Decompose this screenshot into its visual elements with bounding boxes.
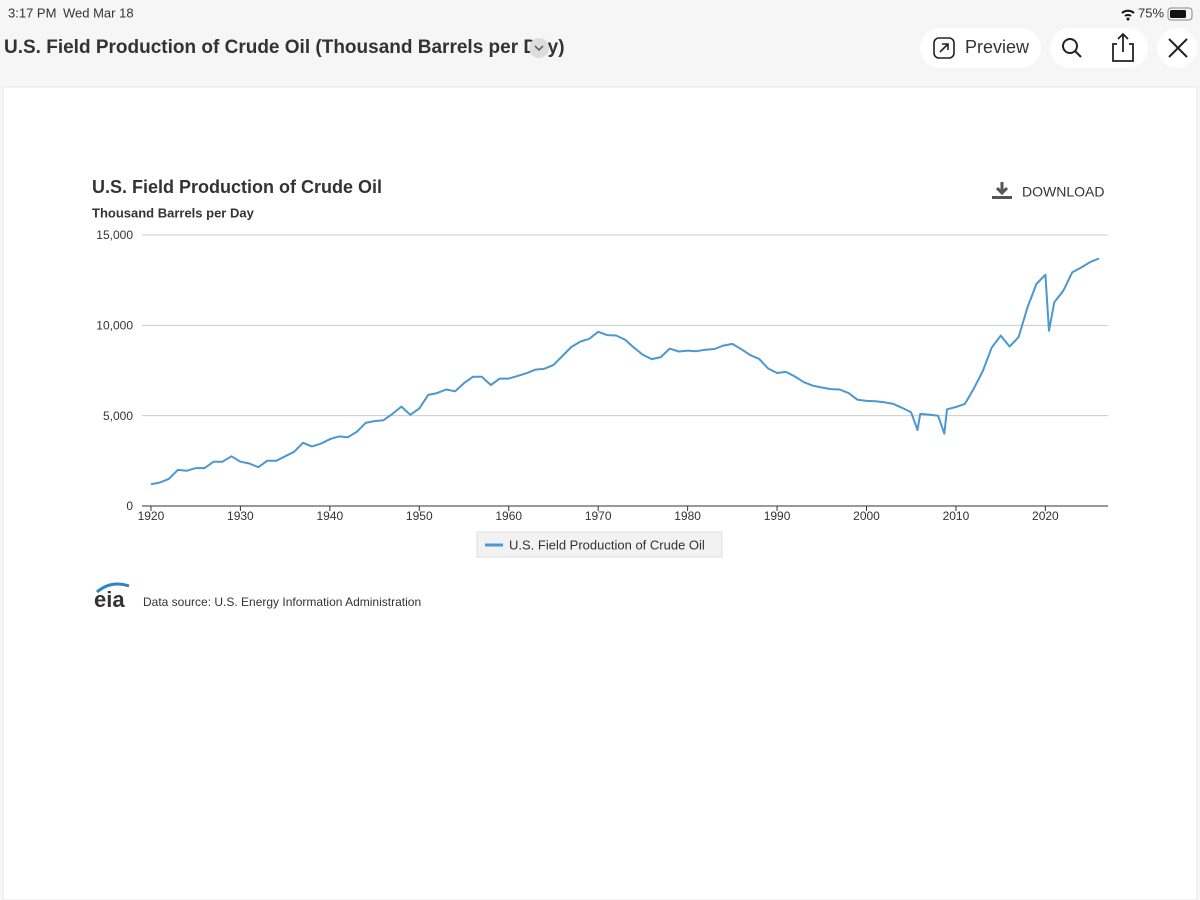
legend[interactable]: U.S. Field Production of Crude Oil: [476, 531, 723, 558]
search-handle: [1074, 50, 1082, 58]
toolbar-actions[interactable]: [1050, 28, 1197, 68]
chart-title: U.S. Field Production of Crude Oil: [92, 177, 382, 197]
content-page: [2, 86, 1198, 900]
x-tick-label: 2020: [1032, 509, 1059, 523]
data-line: [150, 257, 1100, 486]
x-tick-label: 1940: [316, 509, 343, 523]
source-note: Data source: U.S. Energy Information Adm…: [143, 595, 421, 609]
wifi-icon: [1121, 9, 1135, 17]
battery-level: [1170, 10, 1186, 18]
document-title: U.S. Field Production of Crude Oil (Thou…: [4, 37, 565, 58]
x-tick-label: 1960: [495, 509, 522, 523]
y-tick-label: 5,000: [103, 409, 133, 423]
title-menu[interactable]: [529, 38, 549, 58]
x-tick-label: 1950: [406, 509, 433, 523]
status-date: Wed Mar 18: [63, 5, 134, 20]
legend-box: [476, 531, 723, 558]
preview-button[interactable]: Preview: [920, 28, 1041, 68]
close-icon[interactable]: [1168, 38, 1188, 58]
download-button[interactable]: DOWNLOAD: [992, 182, 1104, 200]
x-tick-label: 2000: [853, 509, 880, 523]
chart-subtitle: Thousand Barrels per Day: [92, 205, 255, 220]
chevron: [534, 45, 544, 52]
download-icon: [995, 182, 1009, 196]
download-label[interactable]: DOWNLOAD: [1022, 184, 1104, 200]
x-tick-label: 2010: [943, 509, 970, 523]
arrow-icon: [939, 43, 949, 53]
battery-icon: [1167, 7, 1193, 21]
x-tick-label: 1970: [585, 509, 612, 523]
y-tick-label: 0: [126, 499, 133, 513]
y-tick-label: 15,000: [96, 228, 133, 242]
x-tick-label: 1980: [674, 509, 701, 523]
preview-icon: [933, 37, 955, 59]
status-battery: 75%: [1138, 5, 1164, 20]
share-icon[interactable]: [1112, 32, 1134, 62]
search-icon[interactable]: [1062, 38, 1078, 54]
wifi-dot: [1126, 17, 1130, 21]
status-time: 3:17 PM: [8, 5, 56, 20]
x-tick-label: 1930: [227, 509, 254, 523]
y-tick-label: 10,000: [96, 319, 133, 333]
logo-arc: [96, 582, 130, 594]
preview-label[interactable]: Preview: [965, 37, 1030, 57]
menu-button[interactable]: [529, 38, 549, 58]
x-tick-label: 1990: [764, 509, 791, 523]
x-tick-label: 1920: [138, 509, 165, 523]
legend-label[interactable]: U.S. Field Production of Crude Oil: [509, 537, 705, 552]
download-tray: [992, 196, 1012, 199]
